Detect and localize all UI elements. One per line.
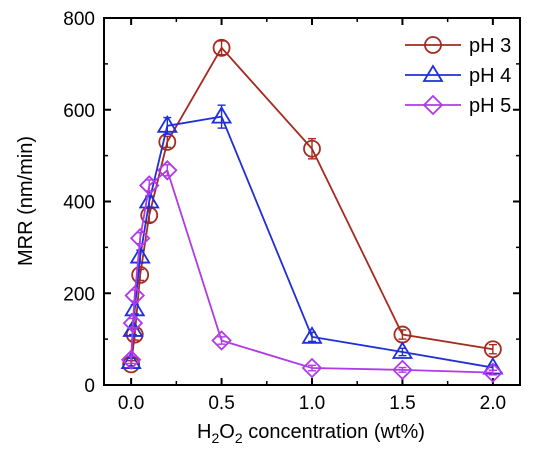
y-tick-label: 200 xyxy=(63,284,95,305)
data-point xyxy=(303,139,321,158)
legend-entry: pH 3 xyxy=(405,35,511,57)
legend-label: pH 4 xyxy=(469,65,511,87)
data-point xyxy=(157,160,178,181)
x-tick-label: 0.5 xyxy=(208,393,234,414)
x-axis-title-sub1: 2 xyxy=(212,430,220,446)
data-point xyxy=(392,359,413,381)
data-point xyxy=(211,330,232,351)
legend-marker xyxy=(424,36,442,54)
data-point xyxy=(124,285,146,306)
series-line xyxy=(130,46,494,365)
legend-entry: pH 4 xyxy=(405,64,511,87)
y-tick-label: 0 xyxy=(84,376,95,397)
axis-ticks: 0.0 0.5 1.0 1.5 2.0 0 200 400 600 800 xyxy=(63,9,520,414)
y-tick-label: 800 xyxy=(63,9,95,30)
data-point xyxy=(210,105,233,124)
data-point xyxy=(122,312,144,334)
data-point xyxy=(391,341,414,359)
legend: pH 3 pH 4 pH 5 xyxy=(405,35,511,117)
series-layer xyxy=(120,38,504,383)
series-ph-5 xyxy=(120,160,504,383)
data-point xyxy=(156,115,178,133)
series-line xyxy=(130,168,493,374)
x-tick-label: 0.0 xyxy=(118,393,144,414)
y-tick-label: 400 xyxy=(63,193,95,214)
x-axis-title-mid: O xyxy=(219,421,235,443)
data-point xyxy=(301,326,323,344)
x-tick-label: 1.0 xyxy=(299,393,325,414)
data-point xyxy=(129,227,151,249)
legend-entry: pH 5 xyxy=(405,94,511,117)
data-point xyxy=(131,265,150,284)
data-point xyxy=(125,325,144,344)
data-point xyxy=(301,357,323,379)
legend-marker xyxy=(422,94,444,116)
x-axis-title: H2O2 concentration (wt%) xyxy=(197,421,425,446)
data-point xyxy=(138,190,160,209)
data-point xyxy=(129,245,151,264)
data-point xyxy=(138,175,160,196)
x-axis-title-pre: H xyxy=(197,421,211,443)
data-point xyxy=(120,349,142,371)
x-tick-label: 2.0 xyxy=(480,393,506,414)
legend-label: pH 3 xyxy=(469,35,511,57)
legend-label: pH 5 xyxy=(469,95,511,117)
x-axis-title-sub2: 2 xyxy=(235,430,243,446)
y-tick-label: 600 xyxy=(63,101,95,122)
legend-marker xyxy=(422,64,444,82)
data-point xyxy=(212,38,231,57)
x-axis-title-post: concentration (wt%) xyxy=(243,421,425,443)
y-axis-title: MRR (nm/min) xyxy=(15,136,37,266)
x-tick-label: 1.5 xyxy=(389,393,415,414)
data-point xyxy=(482,362,504,383)
plot-frame xyxy=(103,17,521,386)
series-ph-3 xyxy=(122,38,502,374)
